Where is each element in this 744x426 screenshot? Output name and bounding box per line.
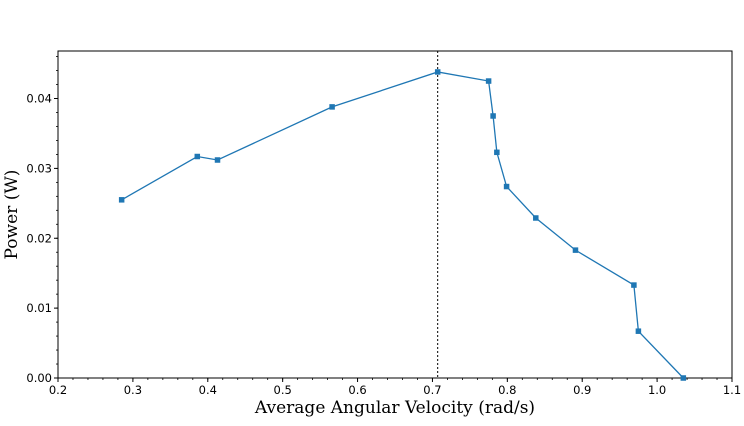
data-point [635,328,642,334]
data-point [214,157,221,163]
x-tick-label: 0.5 [274,383,292,397]
x-tick-label: 0.9 [573,383,591,397]
data-point [329,104,335,110]
data-point [485,78,492,84]
plot-area [57,50,733,379]
data-point [503,183,510,190]
x-axis: 0.2 0.3 0.4 0.5 0.6 0.7 0.8 0.9 1.0 1.1 [49,378,741,397]
data-point [533,215,539,221]
data-point [118,197,125,203]
y-tick-label: 0.01 [26,301,52,315]
data-point [434,69,441,75]
series-group [118,69,687,381]
x-tick-label: 0.8 [498,383,516,397]
data-point [494,149,500,156]
data-point [572,247,579,253]
y-tick-label: 0.03 [26,161,52,175]
data-point [194,153,201,160]
x-tick-label: 0.7 [423,383,441,397]
x-tick-label: 0.6 [348,383,366,397]
y-axis: 0.00 0.01 0.02 0.03 0.04 [26,56,58,385]
data-point [680,375,687,381]
y-axis-title: Power (W) [2,170,22,260]
y-tick-label: 0.02 [26,231,52,245]
x-tick-label: 1.0 [648,383,666,397]
data-point [631,282,637,288]
x-tick-label: 1.1 [723,383,741,397]
x-tick-label: 0.4 [199,383,217,397]
x-tick-label: 0.3 [124,383,142,397]
series-line [121,71,684,379]
y-tick-label: 0.04 [26,92,52,106]
x-axis-title: Average Angular Velocity (rad/s) [254,398,535,418]
data-point [490,113,496,119]
x-tick-label: 0.2 [49,383,67,397]
y-tick-label: 0.00 [26,371,52,385]
